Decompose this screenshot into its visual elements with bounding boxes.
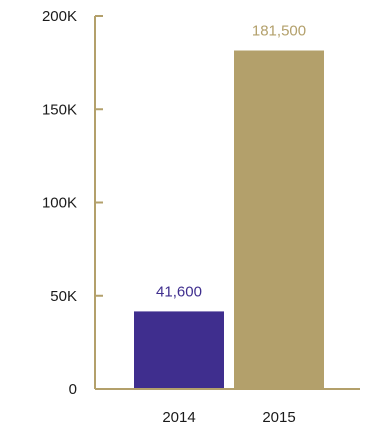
- y-tick-label: 200K: [42, 8, 77, 25]
- y-tick-label: 50K: [50, 288, 77, 305]
- bar-value-label: 41,600: [156, 283, 202, 300]
- y-tick-label: 100K: [42, 195, 77, 212]
- y-tick-label: 0: [69, 381, 77, 398]
- bar-2014: [134, 311, 224, 389]
- bar-value-label: 181,500: [252, 23, 306, 40]
- bar-data-labels: 41,600 181,500: [156, 23, 306, 301]
- x-tick-label: 2014: [162, 409, 195, 426]
- y-tick-label: 150K: [42, 101, 77, 118]
- bar-2015: [234, 50, 324, 389]
- x-axis-tick-labels: 2014 2015: [162, 409, 295, 426]
- x-tick-label: 2015: [262, 409, 295, 426]
- y-axis-ticks: 0 50K 100K 150K 200K: [42, 8, 103, 398]
- bars: [134, 50, 324, 389]
